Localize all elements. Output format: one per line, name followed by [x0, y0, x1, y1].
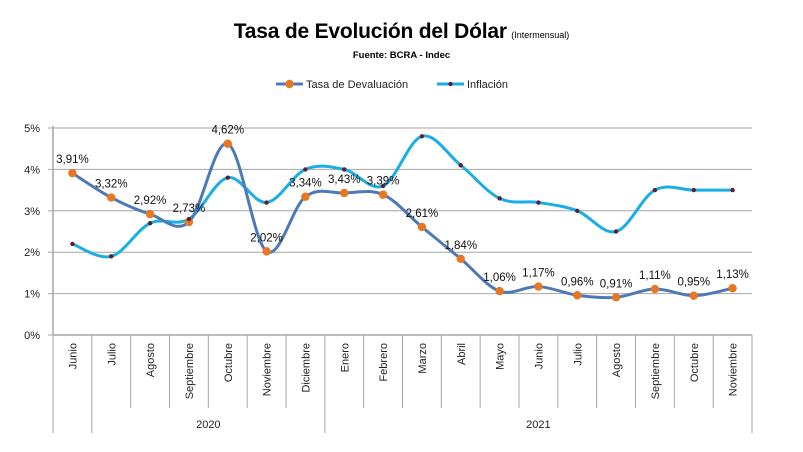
data-label: 1,11% — [639, 270, 671, 282]
legend-item-devaluacion: Tasa de Devaluación — [276, 79, 408, 91]
data-label: 0,96% — [561, 276, 594, 288]
marker-inflacion — [652, 187, 658, 193]
marker-inflacion — [419, 134, 425, 139]
marker-inflacion — [70, 241, 75, 247]
y-tick-label: 1% — [24, 289, 40, 301]
chart-title-main: Tasa de Evolución del Dólar — [233, 20, 507, 43]
legend-item-inflacion: Inflación — [437, 79, 508, 91]
marker-devaluacion — [184, 217, 194, 227]
data-label: 2,61% — [406, 208, 439, 220]
marker-inflacion — [147, 221, 153, 226]
x-tick-label: Agosto — [145, 343, 157, 377]
y-tick-label: 4% — [24, 164, 40, 176]
x-tick-label: Mayo — [495, 343, 507, 370]
marker-devaluacion — [573, 291, 582, 300]
data-label: 2,02% — [250, 232, 283, 244]
data-labels: 3,91% 3,32% 2,92% 2,73% 4,62% 2,02% 3,34% 3,43%… — [56, 125, 749, 291]
x-tick-label: Junio — [533, 343, 545, 369]
marker-devaluacion — [456, 254, 465, 264]
marker-devaluacion — [68, 168, 77, 178]
marker-inflacion — [458, 163, 463, 168]
data-label: 0,95% — [677, 277, 710, 289]
y-tick-label: 2% — [24, 247, 40, 259]
marker-devaluacion — [223, 139, 232, 148]
marker-inflacion — [497, 196, 502, 201]
data-label: 3,91% — [56, 154, 89, 166]
marker-inflacion — [730, 187, 735, 193]
x-tick-label: Junio — [67, 343, 79, 369]
marker-devaluacion — [340, 188, 349, 198]
series-line-inflacion — [70, 134, 735, 259]
marker-inflacion — [342, 167, 347, 172]
x-tick-label: Diciembre — [300, 343, 312, 393]
marker-inflacion — [186, 216, 192, 222]
x-tick-label: Marzo — [417, 343, 429, 374]
data-label: 2,92% — [134, 195, 167, 207]
y-tick-label: 0% — [24, 330, 40, 342]
data-label: 3,43% — [328, 174, 361, 186]
x-tick-label: Octubre — [689, 343, 701, 382]
x-tick-label: Enero — [339, 343, 351, 372]
data-label: 1,13% — [716, 269, 749, 281]
x-tick-label: Abril — [456, 343, 468, 365]
data-label: 3,39% — [367, 176, 400, 188]
data-label: 0,91% — [600, 278, 633, 290]
marker-devaluacion — [650, 284, 660, 294]
data-label: 1,84% — [444, 240, 477, 252]
x-tick-label: Septiembre — [650, 343, 662, 399]
marker-devaluacion — [534, 282, 543, 291]
marker-devaluacion — [728, 284, 737, 293]
legend-label: Tasa de Devaluación — [306, 79, 408, 91]
marker-inflacion — [303, 167, 308, 172]
marker-devaluacion — [301, 192, 310, 201]
marker-devaluacion — [689, 291, 698, 300]
data-label: 2,73% — [173, 203, 206, 215]
marker-inflacion — [109, 254, 114, 259]
x-tick-label: Septiembre — [184, 343, 196, 399]
marker-inflacion — [613, 229, 619, 234]
x-tick-label: Octubre — [223, 343, 235, 382]
x-tick-label: Julio — [106, 343, 118, 366]
marker-inflacion — [575, 208, 580, 213]
data-label: 1,06% — [483, 272, 516, 284]
x-axis: Junio Julio Agosto Septiembre Octubre Noviemb… — [52, 334, 753, 433]
marker-inflacion — [691, 187, 696, 193]
marker-devaluacion — [107, 193, 116, 202]
marker-inflacion — [225, 175, 230, 180]
marker-inflacion — [536, 200, 541, 205]
marker-inflacion — [264, 200, 269, 205]
x-tick-label: Noviembre — [728, 343, 740, 396]
marker-devaluacion — [417, 222, 427, 232]
y-tick-label: 5% — [24, 123, 40, 135]
chart-title: Tasa de Evolución del Dólar (Intermensua… — [0, 20, 803, 44]
legend-marker — [448, 81, 453, 87]
data-label: 4,62% — [211, 125, 244, 137]
x-tick-label: Agosto — [611, 343, 623, 377]
marker-devaluacion — [378, 190, 388, 199]
marker-devaluacion — [611, 293, 621, 302]
marker-inflacion — [380, 183, 386, 189]
x-tick-label: Febrero — [378, 343, 390, 382]
chart-title-suffix: (Intermensual) — [511, 30, 570, 40]
x-group-label: 2020 — [196, 419, 220, 431]
legend-marker — [285, 79, 294, 89]
data-label: 3,32% — [95, 179, 128, 191]
x-group-label: 2021 — [526, 419, 550, 431]
chart-source: Fuente: BCRA - Indec — [352, 50, 451, 61]
marker-devaluacion — [262, 247, 271, 256]
y-axis: 0% 1% 2% 3% 4% 5% — [24, 123, 54, 342]
data-label: 1,17% — [522, 268, 555, 280]
legend: Tasa de Devaluación Inflación — [276, 79, 508, 91]
x-tick-label: Julio — [572, 343, 584, 366]
marker-devaluacion — [495, 286, 504, 296]
x-tick-label: Noviembre — [262, 343, 274, 396]
series-layer — [68, 134, 737, 302]
data-label: 3,34% — [289, 178, 322, 190]
y-tick-label: 3% — [24, 206, 40, 218]
legend-label: Inflación — [467, 79, 508, 91]
marker-devaluacion — [145, 209, 155, 219]
